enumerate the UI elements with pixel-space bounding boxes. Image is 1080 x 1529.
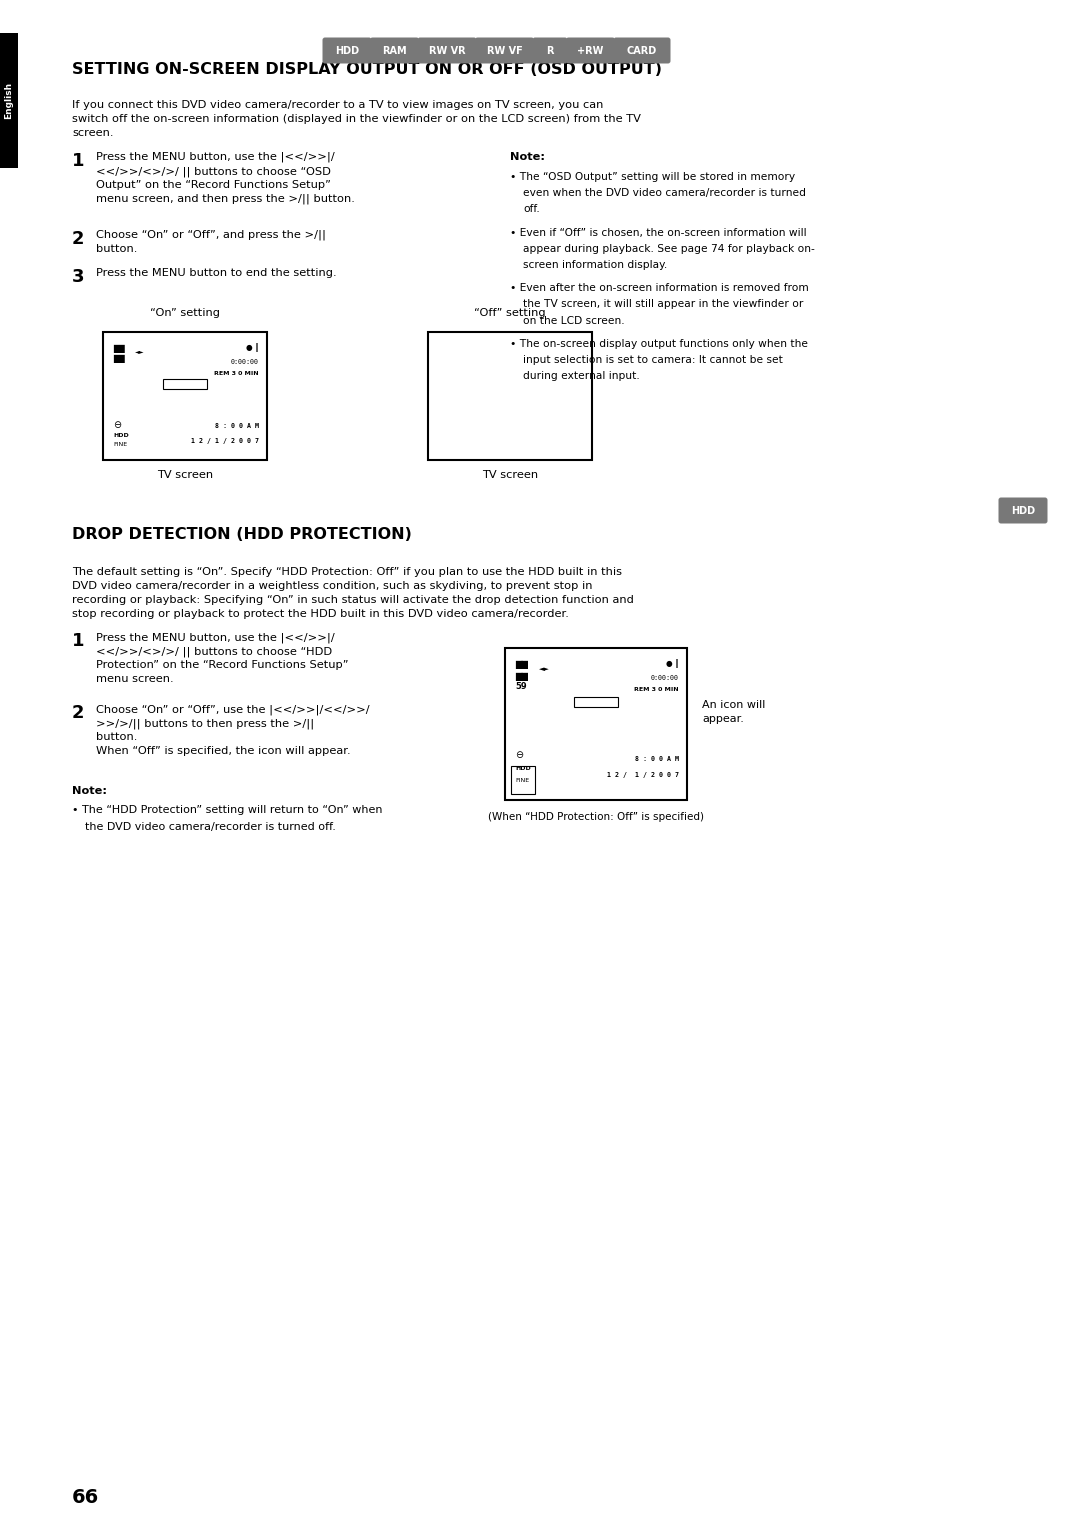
Text: An icon will
appear.: An icon will appear.: [702, 700, 766, 723]
Text: 0:00:00: 0:00:00: [651, 674, 679, 680]
Text: 2: 2: [72, 703, 84, 722]
FancyBboxPatch shape: [532, 38, 567, 64]
Text: on the LCD screen.: on the LCD screen.: [523, 315, 624, 326]
FancyBboxPatch shape: [323, 38, 372, 64]
Text: SETTING ON-SCREEN DISPLAY OUTPUT ON OR OFF (OSD OUTPUT): SETTING ON-SCREEN DISPLAY OUTPUT ON OR O…: [72, 63, 662, 76]
Text: “Off” setting: “Off” setting: [474, 307, 545, 318]
Text: • The “HDD Protection” setting will return to “On” when: • The “HDD Protection” setting will retu…: [72, 804, 382, 815]
Text: Choose “On” or “Off”, and press the >/||
button.: Choose “On” or “Off”, and press the >/||…: [96, 229, 326, 254]
Text: If you connect this DVD video camera/recorder to a TV to view images on TV scree: If you connect this DVD video camera/rec…: [72, 99, 640, 138]
Bar: [573, 697, 618, 706]
Text: 1: 1: [72, 151, 84, 170]
Text: REM 3 0 MIN: REM 3 0 MIN: [214, 372, 259, 376]
Text: CARD: CARD: [626, 46, 657, 55]
Text: 8 : 0 0 A M: 8 : 0 0 A M: [635, 755, 679, 761]
Text: even when the DVD video camera/recorder is turned: even when the DVD video camera/recorder …: [523, 188, 806, 199]
Text: the DVD video camera/recorder is turned off.: the DVD video camera/recorder is turned …: [85, 821, 336, 832]
Text: Choose “On” or “Off”, use the |<</>>|/<</>>/
>>/>/|| buttons to then press the >: Choose “On” or “Off”, use the |<</>>|/<<…: [96, 703, 369, 755]
Text: HDD: HDD: [515, 766, 530, 771]
Text: screen information display.: screen information display.: [523, 260, 667, 271]
Text: RW VR: RW VR: [429, 46, 465, 55]
Text: 0:00:00: 0:00:00: [231, 359, 259, 365]
Text: • The on-screen display output functions only when the: • The on-screen display output functions…: [510, 339, 808, 349]
Text: off.: off.: [523, 205, 540, 214]
Text: ⊖: ⊖: [515, 751, 523, 760]
Text: RAM: RAM: [382, 46, 407, 55]
Text: “On” setting: “On” setting: [150, 307, 220, 318]
Text: RW VF: RW VF: [487, 46, 523, 55]
Text: the TV screen, it will still appear in the viewfinder or: the TV screen, it will still appear in t…: [523, 300, 804, 309]
Text: ██: ██: [515, 673, 528, 680]
Text: TV screen: TV screen: [157, 469, 213, 480]
Text: English: English: [4, 83, 13, 119]
Text: Press the MENU button to end the setting.: Press the MENU button to end the setting…: [96, 268, 337, 278]
Text: TV screen: TV screen: [482, 469, 538, 480]
Bar: [428, 332, 592, 460]
Text: ● ‖: ● ‖: [246, 342, 259, 352]
FancyBboxPatch shape: [999, 497, 1048, 523]
Bar: [103, 332, 267, 460]
Text: HDD: HDD: [335, 46, 359, 55]
Bar: [505, 648, 687, 800]
Text: REM 3 0 MIN: REM 3 0 MIN: [634, 687, 679, 693]
Text: FINE: FINE: [113, 442, 127, 446]
Text: Note:: Note:: [72, 786, 107, 797]
Text: 59: 59: [515, 682, 527, 691]
Text: 1: 1: [72, 631, 84, 650]
Text: Note:: Note:: [510, 151, 545, 162]
Text: ◄►: ◄►: [135, 349, 145, 355]
Text: ██: ██: [515, 661, 528, 670]
Text: (When “HDD Protection: Off” is specified): (When “HDD Protection: Off” is specified…: [488, 812, 704, 823]
Bar: [511, 766, 535, 794]
Text: Press the MENU button, use the |<</>>|/
<</>>/<>/>/ || buttons to choose “OSD
Ou: Press the MENU button, use the |<</>>|/ …: [96, 151, 355, 205]
Text: 3: 3: [72, 268, 84, 286]
Text: R: R: [546, 46, 554, 55]
Text: during external input.: during external input.: [523, 372, 639, 381]
FancyBboxPatch shape: [566, 38, 615, 64]
FancyBboxPatch shape: [613, 38, 671, 64]
Text: DROP DETECTION (HDD PROTECTION): DROP DETECTION (HDD PROTECTION): [72, 528, 411, 541]
FancyBboxPatch shape: [475, 38, 534, 64]
Text: • The “OSD Output” setting will be stored in memory: • The “OSD Output” setting will be store…: [510, 171, 795, 182]
Text: 2: 2: [72, 229, 84, 248]
Bar: [163, 379, 207, 388]
Text: HDD: HDD: [1011, 506, 1035, 515]
Text: 1 2 / 1 / 2 0 0 7: 1 2 / 1 / 2 0 0 7: [191, 437, 259, 443]
Text: • Even if “Off” is chosen, the on-screen information will: • Even if “Off” is chosen, the on-screen…: [510, 228, 807, 237]
Text: 1 2 /  1 / 2 0 0 7: 1 2 / 1 / 2 0 0 7: [607, 772, 679, 778]
FancyBboxPatch shape: [370, 38, 419, 64]
Text: 8 : 0 0 A M: 8 : 0 0 A M: [215, 424, 259, 430]
Text: ⊖: ⊖: [113, 420, 121, 430]
FancyBboxPatch shape: [418, 38, 476, 64]
Text: appear during playback. See page 74 for playback on-: appear during playback. See page 74 for …: [523, 243, 815, 254]
Text: ██: ██: [113, 355, 125, 362]
Text: The default setting is “On”. Specify “HDD Protection: Off” if you plan to use th: The default setting is “On”. Specify “HD…: [72, 567, 634, 619]
Text: Press the MENU button, use the |<</>>|/
<</>>/<>/>/ || buttons to choose “HDD
Pr: Press the MENU button, use the |<</>>|/ …: [96, 631, 349, 683]
Text: ● ‖: ● ‖: [666, 659, 679, 668]
Text: ◄►: ◄►: [539, 667, 550, 673]
Bar: [0, 34, 18, 168]
Text: HDD: HDD: [113, 433, 129, 437]
Text: +RW: +RW: [578, 46, 604, 55]
Text: ██: ██: [113, 344, 125, 353]
Text: • Even after the on-screen information is removed from: • Even after the on-screen information i…: [510, 283, 809, 294]
Text: 66: 66: [72, 1488, 99, 1508]
Text: input selection is set to camera: It cannot be set: input selection is set to camera: It can…: [523, 355, 783, 365]
Text: FINE: FINE: [515, 778, 529, 783]
